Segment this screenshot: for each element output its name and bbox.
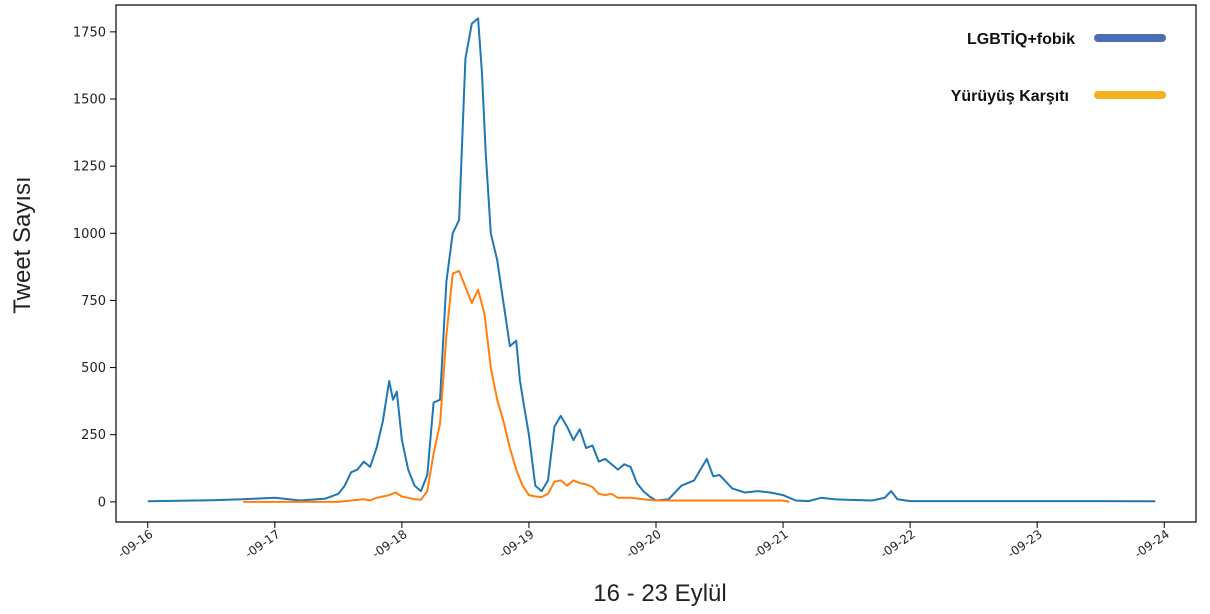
- x-tick-label: -09-21: [751, 527, 791, 561]
- x-tick-label: -09-24: [1132, 527, 1172, 561]
- y-tick-label: 0: [98, 495, 106, 510]
- series-line-lgbtiq: [147, 17, 1156, 503]
- y-tick-label: 1250: [73, 160, 106, 175]
- y-tick-label: 1750: [73, 25, 106, 40]
- legend: LGBTİQ+fobik Yürüyüş Karşıtı: [951, 30, 1166, 105]
- plot-frame: [115, 4, 1197, 523]
- y-axis-label: Tweet Sayısı: [9, 176, 36, 313]
- x-tick-label: -09-22: [878, 527, 918, 561]
- legend-label-yuruyus: Yürüyüş Karşıtı: [951, 88, 1069, 105]
- series-line-yuruyus: [243, 269, 790, 503]
- y-tick-label: 500: [81, 361, 106, 376]
- x-tick-label: -09-20: [624, 527, 664, 561]
- legend-label-lgbtiq: LGBTİQ+fobik: [967, 30, 1075, 48]
- y-tick-label: 1500: [73, 93, 106, 108]
- x-tick-label: -09-23: [1005, 527, 1045, 561]
- y-axis-ticks: 0 250 500 750 1000 1250 1500 1750: [73, 25, 116, 510]
- y-tick-label: 750: [81, 294, 106, 309]
- x-tick-label: -09-19: [497, 527, 537, 561]
- x-axis-ticks: -09-16 -09-17 -09-18 -09-19 -09-20 -09-21 -09-…: [115, 522, 1172, 561]
- x-tick-label: -09-17: [242, 527, 282, 561]
- x-axis-label: 16 - 23 Eylül: [593, 580, 726, 607]
- y-tick-label: 1000: [73, 227, 106, 242]
- series-lines: [147, 17, 1156, 503]
- x-tick-label: -09-16: [115, 527, 155, 561]
- y-tick-label: 250: [81, 428, 106, 443]
- x-tick-label: -09-18: [369, 527, 409, 561]
